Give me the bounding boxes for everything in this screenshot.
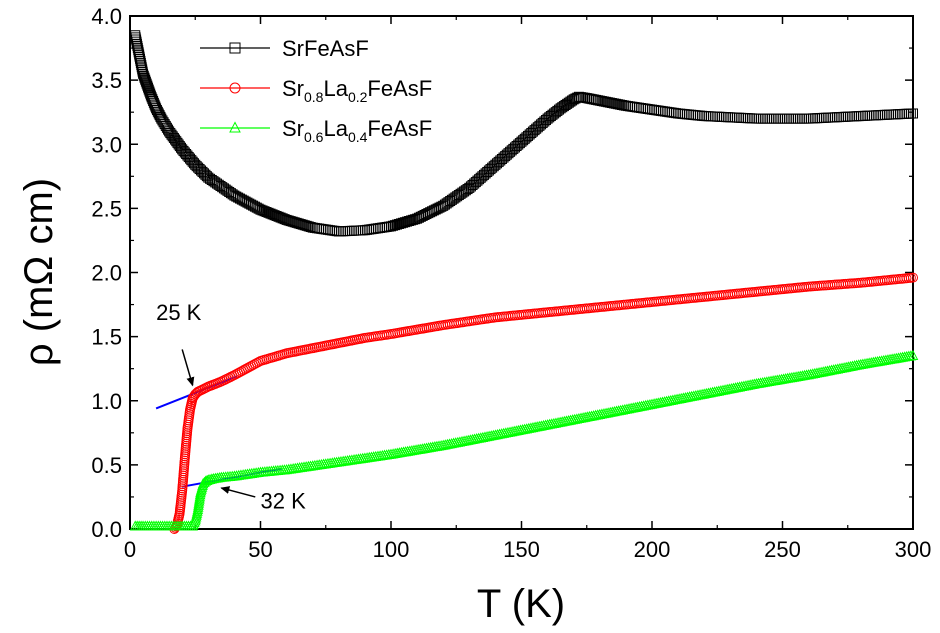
x-tick-label: 300 [895,537,932,562]
legend-text-part: SrFeAsF [282,36,369,61]
legend-subscript: 0.2 [348,89,368,105]
y-tick-label: 3.0 [91,132,122,157]
series-1 [130,30,918,237]
data-point [249,201,260,212]
data-point [141,78,152,89]
series-layer [129,30,919,534]
data-point [154,110,165,121]
legend-text-part: FeAsF [367,116,432,141]
data-point [460,185,471,196]
data-point [908,108,918,119]
y-axis-title: ρ (mΩ cm) [17,178,61,366]
series-2 [169,272,918,534]
x-tick-label: 50 [248,537,272,562]
legend-label: Sr0.8La0.2FeAsF [282,76,432,105]
data-point [140,74,151,85]
y-tick-label: 3.5 [91,68,122,93]
linear-fit-line [155,375,238,410]
plot-frame [129,15,914,530]
y-tick-label: 0.5 [91,453,122,478]
data-point [142,80,153,91]
x-tick-label: 200 [634,537,671,562]
legend-marker [229,82,241,94]
x-tick-label: 250 [764,537,801,562]
y-tick-label: 1.5 [91,325,122,350]
y-tick-label: 2.5 [91,196,122,221]
annotations-layer: 25 K 32 K [156,300,306,514]
data-point [908,272,918,283]
legend-marker [229,121,241,133]
x-tick-label: 0 [124,537,136,562]
annotation-label: 32 K [261,488,307,513]
data-point [143,84,154,95]
ticks-layer: 0 50 100 150 200 250 300 0.0 0.5 1.0 1.5 2.0 2.5 3.0 3… [91,4,931,562]
y-tick-label: 4.0 [91,4,122,29]
legend-marker [229,42,241,54]
x-tick-label: 150 [503,537,540,562]
data-point [907,349,919,360]
annotation-arrow [181,349,195,387]
legend-entry: SrFeAsF [200,36,369,61]
y-tick-label: 0.0 [91,517,122,542]
data-point [138,70,149,81]
x-axis-title: T (K) [477,582,565,626]
data-point [140,76,151,87]
data-point [139,72,150,83]
data-point [572,92,583,103]
data-point [251,202,262,213]
legend-text-part: La [323,76,348,101]
data-point [459,186,470,197]
legend-entry: Sr0.6La0.4FeAsF [200,116,432,145]
fit-lines-layer [155,375,282,488]
legend-text-part: Sr [282,116,304,141]
x-tick-label: 100 [373,537,410,562]
y-tick-label: 2.0 [91,261,122,286]
annotation-label: 25 K [156,300,202,325]
legend-text-part: FeAsF [367,76,432,101]
data-point [432,203,443,214]
series-3 [129,349,919,531]
annotation-arrow [220,486,256,498]
legend-text-part: Sr [282,76,304,101]
legend-subscript: 0.8 [304,89,324,105]
legend-subscript: 0.4 [348,129,368,145]
legend-subscript: 0.6 [304,129,324,145]
data-point [138,68,149,79]
legend-entry: Sr0.8La0.2FeAsF [200,76,432,105]
legend-label: Sr0.6La0.4FeAsF [282,116,432,145]
data-point [143,82,154,93]
legend-label: SrFeAsF [282,36,369,61]
data-point [253,203,264,214]
y-tick-label: 1.0 [91,389,122,414]
legend-text-part: La [323,116,348,141]
